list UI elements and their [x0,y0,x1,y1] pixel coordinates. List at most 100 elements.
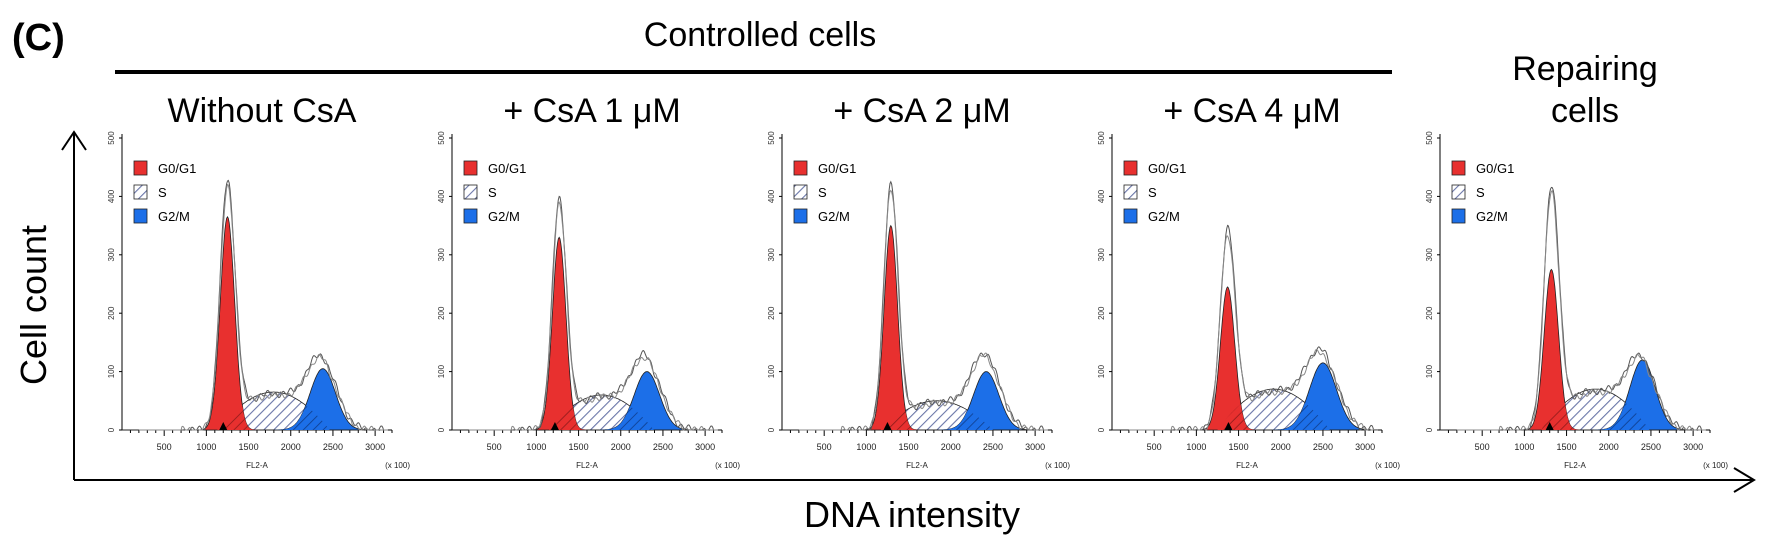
legend-swatch [1123,184,1138,200]
y-tick-label: 500 [1425,131,1434,145]
outer-x-arrow [74,467,1756,493]
peak-marker-triangle [1545,422,1554,430]
y-tick-label: 500 [767,131,776,145]
y-tick-label: 100 [767,364,776,378]
legend-label: G0/G1 [488,161,526,176]
y-tick-label: 0 [1097,427,1106,432]
y-tick-label: 500 [437,131,446,145]
x-tick-label: 1000 [1186,442,1206,452]
raw-histogram-line [798,189,1048,431]
overlap-g2-s [122,405,376,430]
x-tick-label: 1000 [1514,442,1534,452]
x-tick-label: 1500 [569,442,589,452]
x-tick-label: 2500 [323,442,343,452]
x-scale-note: (x 100) [1045,461,1070,470]
legend-swatch [793,184,808,200]
x-tick-label: 2000 [1599,442,1619,452]
y-tick-label: 0 [767,427,776,432]
y-tick-label: 400 [767,189,776,203]
legend-label: S [488,185,497,200]
panel-title: + CsA 1 μM [503,92,680,130]
legend-swatch [1451,160,1466,176]
histogram-panel: + CsA 2 μM 0 100 200 300 400 500 500 1000 1500 200… [767,92,1070,470]
y-tick-label: 100 [1097,364,1106,378]
x-axis-label: DNA intensity [804,494,1020,535]
y-tick-label: 100 [1425,364,1434,378]
y-tick-label: 400 [107,189,116,203]
x-tick-label: 3000 [1683,442,1703,452]
y-tick-label: 200 [1425,306,1434,320]
x-tick-label: 2000 [941,442,961,452]
y-tick-label: 100 [107,364,116,378]
legend-label: G2/M [1148,209,1180,224]
histogram-panel: + CsA 4 μM 0 100 200 300 400 500 500 1000 1500 200… [1097,92,1400,470]
raw-histogram-line [138,183,388,431]
x-tick-label: 2000 [611,442,631,452]
y-tick-label: 300 [107,248,116,262]
legend-swatch [133,208,148,224]
histogram-panel: + CsA 1 μM 0 100 200 300 400 500 500 1000 1500 200… [437,92,740,470]
legend-label: G2/M [158,209,190,224]
y-tick-label: 500 [1097,131,1106,145]
panel-title: Repairing [1512,50,1658,88]
legend-label: G0/G1 [1148,161,1186,176]
overlap-g2-s [1112,402,1366,430]
x-tick-label: 500 [1475,442,1490,452]
x-tick-label: 500 [817,442,832,452]
x-scale-note: (x 100) [385,461,410,470]
x-tick-label: 3000 [1025,442,1045,452]
legend-label: G0/G1 [818,161,856,176]
legend-label: G2/M [1476,209,1508,224]
x-tick-label: 3000 [365,442,385,452]
y-tick-label: 400 [1097,189,1106,203]
x-tick-label: 2000 [1271,442,1291,452]
legend-swatch [1123,208,1138,224]
legend-swatch [1123,160,1138,176]
x-tick-label: 2500 [1313,442,1333,452]
x-tick-label: 1500 [1229,442,1249,452]
legend-label: G0/G1 [158,161,196,176]
x-scale-note: (x 100) [1375,461,1400,470]
legend-swatch [133,184,148,200]
x-tick-label: 500 [487,442,502,452]
x-tick-label: 1500 [239,442,259,452]
x-tick-label: 500 [1147,442,1162,452]
x-tick-label: 1000 [196,442,216,452]
legend-swatch [1451,184,1466,200]
legend-swatch [1451,208,1466,224]
panel-title: + CsA 4 μM [1163,92,1340,130]
x-tick-label: 2500 [653,442,673,452]
legend-swatch [793,160,808,176]
x-tick-label: 1000 [856,442,876,452]
peak-marker-triangle [883,422,892,430]
y-tick-label: 100 [437,364,446,378]
panel-title: + CsA 2 μM [833,92,1010,130]
legend-swatch [463,160,478,176]
x-axis-title: FL2-A [906,461,928,470]
x-scale-note: (x 100) [1703,461,1728,470]
x-tick-label: 3000 [1355,442,1375,452]
x-tick-label: 3000 [695,442,715,452]
x-tick-label: 2500 [1641,442,1661,452]
peak-marker-triangle [550,422,559,430]
y-tick-label: 400 [437,189,446,203]
overlap-g1-s [782,410,1036,430]
overlap-g2-s [1440,402,1694,430]
y-tick-label: 200 [107,306,116,320]
x-tick-label: 1500 [899,442,919,452]
panel-title: cells [1551,92,1619,130]
y-tick-label: 200 [437,306,446,320]
legend-label: G0/G1 [1476,161,1514,176]
legend-label: S [818,185,827,200]
x-scale-note: (x 100) [715,461,740,470]
y-tick-label: 0 [1425,427,1434,432]
histogram-panel: Repairing cells 0 100 200 300 400 500 500 1000 150… [1425,50,1728,470]
legend-label: G2/M [818,209,850,224]
legend-label: S [158,185,167,200]
y-tick-label: 400 [1425,189,1434,203]
x-tick-label: 2000 [281,442,301,452]
y-tick-label: 500 [107,131,116,145]
legend-swatch [793,208,808,224]
histogram-panel: Without CsA 0 100 200 300 400 500 500 1000 1500 20… [107,92,410,470]
